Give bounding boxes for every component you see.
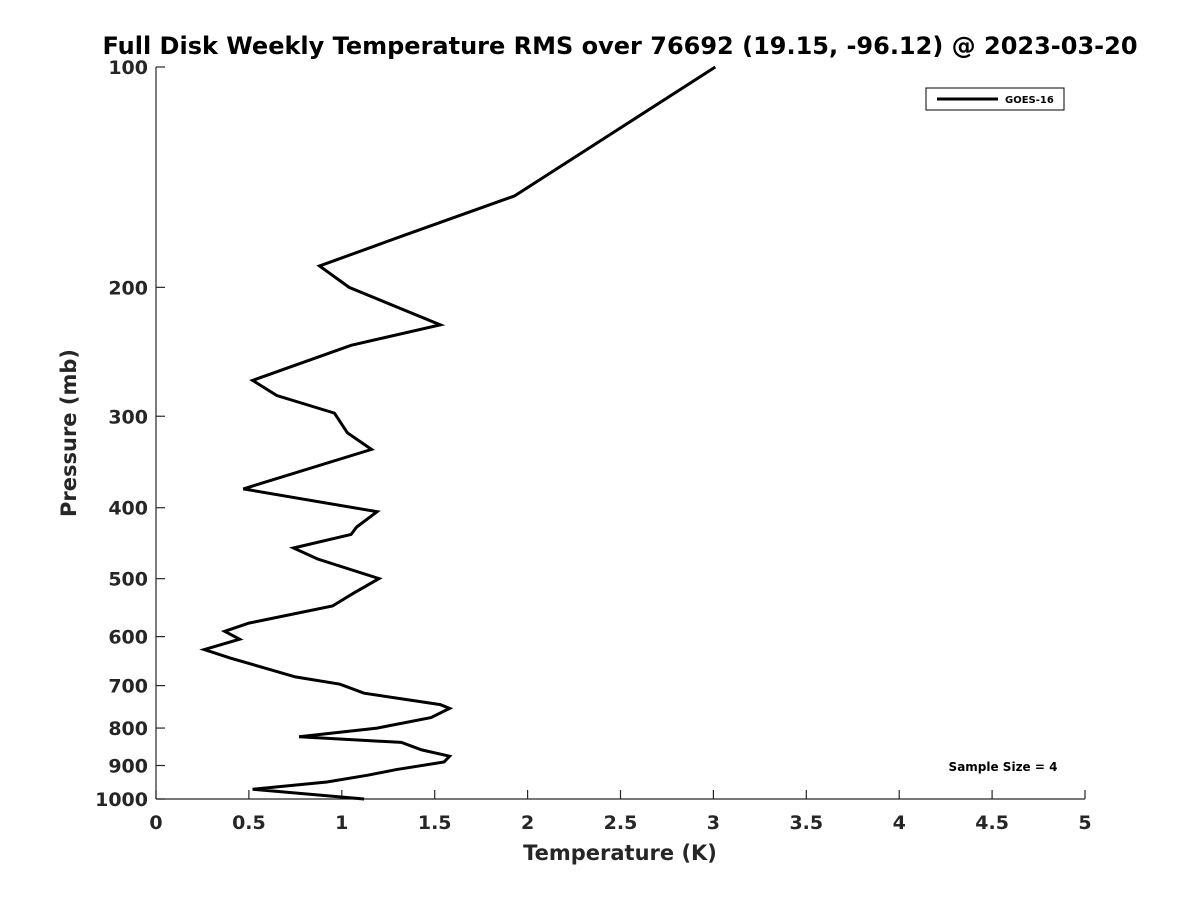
y-tick-label: 500 xyxy=(108,569,148,591)
chart-title: Full Disk Weekly Temperature RMS over 76… xyxy=(102,32,1137,60)
x-tick-label: 2 xyxy=(521,812,534,834)
x-tick-label: 5 xyxy=(1078,812,1091,834)
legend: GOES-16 xyxy=(925,87,1065,111)
y-tick-label: 300 xyxy=(108,406,148,428)
y-tick-label: 1000 xyxy=(95,789,148,811)
y-tick-label: 900 xyxy=(108,756,148,778)
x-tick-label: 3 xyxy=(707,812,720,834)
sample-size-annotation: Sample Size = 4 xyxy=(949,760,1058,774)
x-axis-label: Temperature (K) xyxy=(523,841,717,865)
x-tick-label: 4.5 xyxy=(975,812,1009,834)
x-tick-label: 4 xyxy=(893,812,906,834)
y-tick-label: 700 xyxy=(108,676,148,698)
x-tick-label: 0.5 xyxy=(232,812,266,834)
y-axis-ticks: 100 200 300 400 500 600 700 800 900 1000 xyxy=(95,57,165,811)
x-axis-ticks: 0 0.5 1 1.5 2 2.5 3 3.5 4 4.5 5 xyxy=(149,790,1092,834)
legend-label-goes-16: GOES-16 xyxy=(1005,95,1054,106)
y-tick-label: 200 xyxy=(108,277,148,299)
x-tick-label: 1 xyxy=(335,812,348,834)
y-tick-label: 100 xyxy=(108,57,148,79)
x-tick-label: 0 xyxy=(149,812,162,834)
y-tick-label: 800 xyxy=(108,718,148,740)
series-line-goes-16 xyxy=(199,65,717,801)
x-tick-label: 1.5 xyxy=(418,812,452,834)
x-tick-label: 2.5 xyxy=(604,812,638,834)
series-layer xyxy=(199,65,717,801)
y-tick-label: 600 xyxy=(108,627,148,649)
x-tick-label: 3.5 xyxy=(789,812,823,834)
y-tick-label: 400 xyxy=(108,498,148,520)
y-axis-label: Pressure (mb) xyxy=(57,349,81,517)
